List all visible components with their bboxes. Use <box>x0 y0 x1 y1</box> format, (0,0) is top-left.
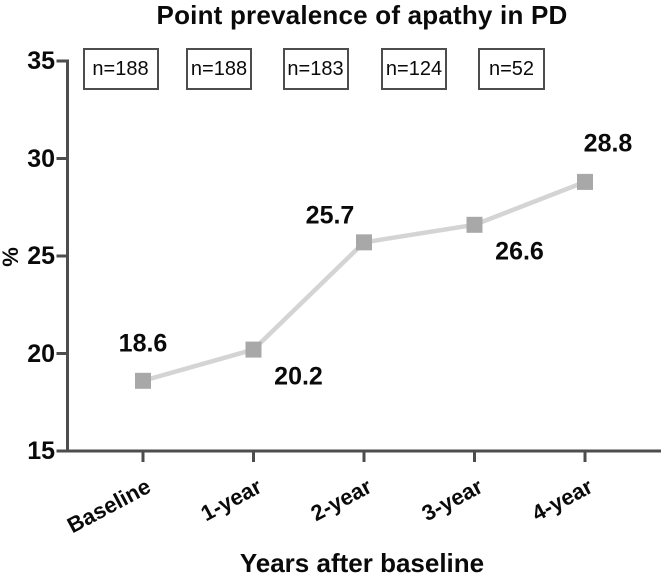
y-tick-label: 15 <box>27 437 55 465</box>
data-point-marker <box>245 341 262 358</box>
data-point-marker <box>135 372 151 389</box>
sample-size-box: n=183 <box>282 48 349 90</box>
value-label: 18.6 <box>118 329 168 358</box>
value-label: 20.2 <box>274 362 323 391</box>
data-point-marker <box>577 173 593 190</box>
series-line <box>142 179 586 383</box>
data-point-marker <box>356 234 372 251</box>
value-label: 26.6 <box>495 237 544 266</box>
value-label: 28.8 <box>583 129 633 158</box>
data-point-marker <box>466 216 483 233</box>
sample-size-box: n=188 <box>186 48 252 90</box>
y-tick-label: 25 <box>27 242 55 270</box>
chart-title: Point prevalence of apathy in PD <box>156 0 568 30</box>
sample-size-box: n=124 <box>381 48 447 90</box>
y-tick-label: 35 <box>27 47 55 75</box>
x-axis-title: Years after baseline <box>239 548 485 578</box>
sample-size-box: n=52 <box>478 48 545 90</box>
y-tick-label: 20 <box>27 339 55 368</box>
value-label: 25.7 <box>305 201 355 230</box>
y-tick-label: 30 <box>27 144 55 173</box>
sample-size-box: n=188 <box>82 48 159 90</box>
